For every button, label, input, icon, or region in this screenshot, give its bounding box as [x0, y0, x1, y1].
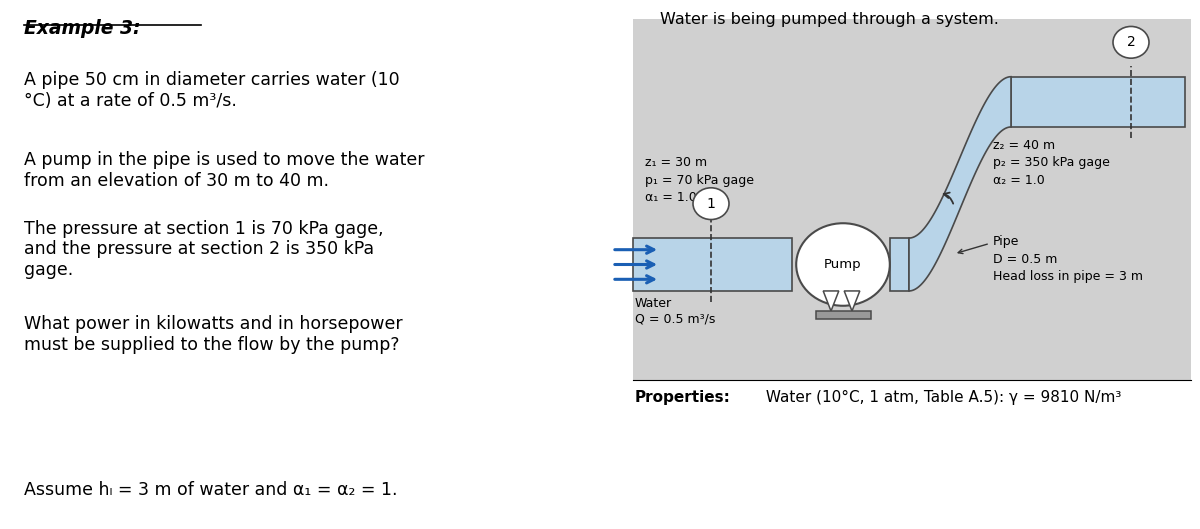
Text: Water
Q = 0.5 m³/s: Water Q = 0.5 m³/s — [635, 297, 715, 325]
FancyBboxPatch shape — [634, 238, 792, 291]
Text: Water is being pumped through a system.: Water is being pumped through a system. — [660, 12, 998, 26]
Text: A pipe 50 cm in diameter carries water (10
°C) at a rate of 0.5 m³/s.: A pipe 50 cm in diameter carries water (… — [24, 71, 400, 110]
Text: p₁ = 70 kPa gage: p₁ = 70 kPa gage — [646, 174, 754, 187]
Text: z₂ = 40 m: z₂ = 40 m — [994, 139, 1055, 152]
Text: 1: 1 — [707, 197, 715, 211]
FancyBboxPatch shape — [816, 311, 871, 319]
Circle shape — [694, 188, 730, 220]
Text: p₂ = 350 kPa gage: p₂ = 350 kPa gage — [994, 156, 1110, 169]
Text: What power in kilowatts and in horsepower
must be supplied to the flow by the pu: What power in kilowatts and in horsepowe… — [24, 315, 403, 353]
Circle shape — [797, 223, 890, 306]
Text: Assume hₗ = 3 m of water and α₁ = α₂ = 1.: Assume hₗ = 3 m of water and α₁ = α₂ = 1… — [24, 481, 397, 499]
Text: α₂ = 1.0: α₂ = 1.0 — [994, 174, 1045, 187]
Polygon shape — [910, 77, 1010, 291]
Text: Example 3:: Example 3: — [24, 19, 140, 38]
FancyBboxPatch shape — [1010, 77, 1186, 127]
Text: z₁ = 30 m: z₁ = 30 m — [646, 156, 707, 169]
Polygon shape — [823, 291, 839, 311]
Circle shape — [1114, 26, 1150, 58]
Text: Pump: Pump — [824, 258, 862, 271]
FancyBboxPatch shape — [890, 238, 910, 291]
Text: α₁ = 1.0: α₁ = 1.0 — [646, 191, 697, 204]
Text: Water (10°C, 1 atm, Table A.5): γ = 9810 N/m³: Water (10°C, 1 atm, Table A.5): γ = 9810… — [761, 390, 1121, 405]
Text: Head loss in pipe = 3 m: Head loss in pipe = 3 m — [994, 270, 1142, 284]
Text: D = 0.5 m: D = 0.5 m — [994, 253, 1057, 266]
FancyBboxPatch shape — [634, 19, 1190, 381]
Text: 2: 2 — [1127, 35, 1135, 49]
Text: A pump in the pipe is used to move the water
from an elevation of 30 m to 40 m.: A pump in the pipe is used to move the w… — [24, 151, 425, 189]
Text: Properties:: Properties: — [635, 390, 731, 405]
Text: Pipe: Pipe — [994, 235, 1019, 249]
Text: The pressure at section 1 is 70 kPa gage,
and the pressure at section 2 is 350 k: The pressure at section 1 is 70 kPa gage… — [24, 220, 384, 279]
Polygon shape — [845, 291, 859, 311]
